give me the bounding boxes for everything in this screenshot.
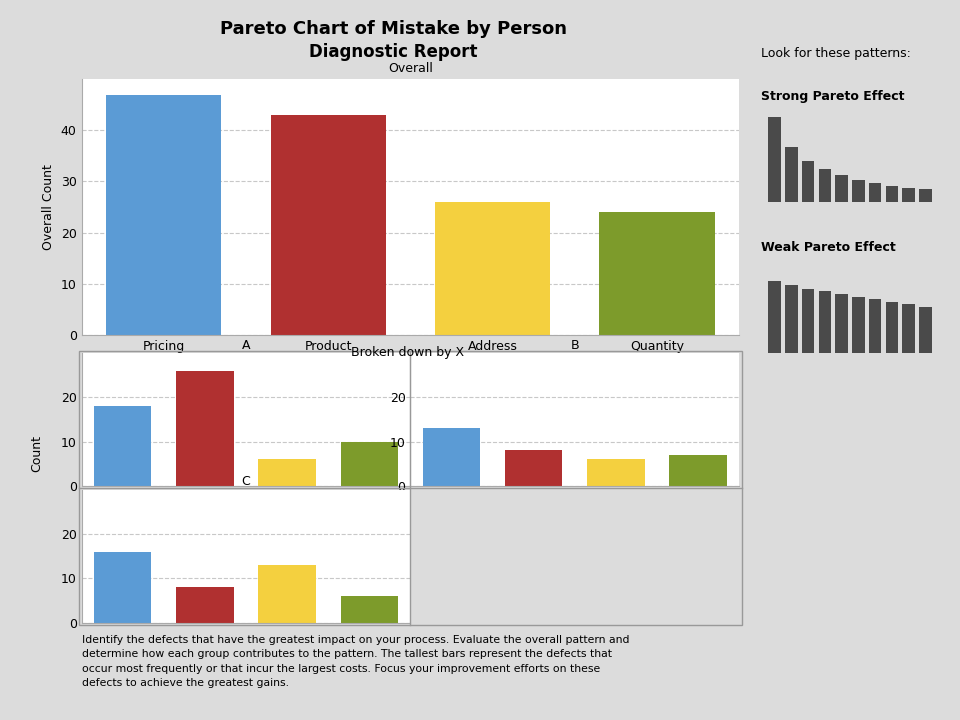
Bar bbox=[94, 552, 152, 623]
Bar bbox=[422, 428, 480, 486]
Bar bbox=[902, 305, 915, 353]
Y-axis label: Overall Count: Overall Count bbox=[42, 164, 56, 250]
Bar bbox=[869, 299, 881, 353]
Bar bbox=[107, 94, 222, 335]
Bar bbox=[819, 292, 831, 353]
Bar bbox=[919, 189, 932, 202]
Bar bbox=[435, 202, 550, 335]
Bar bbox=[835, 294, 848, 353]
Bar bbox=[669, 455, 727, 486]
Bar bbox=[785, 147, 798, 202]
Bar bbox=[341, 596, 398, 623]
Text: Look for these patterns:: Look for these patterns: bbox=[761, 47, 911, 60]
Title: B: B bbox=[570, 338, 579, 351]
Text: Diagnostic Report: Diagnostic Report bbox=[309, 43, 478, 61]
Bar bbox=[886, 186, 899, 202]
Bar bbox=[852, 179, 865, 202]
Bar bbox=[852, 297, 865, 353]
Bar bbox=[505, 451, 563, 486]
Bar bbox=[768, 117, 781, 202]
Title: C: C bbox=[242, 475, 251, 488]
Bar bbox=[94, 406, 152, 486]
Bar bbox=[919, 307, 932, 353]
Bar bbox=[271, 115, 386, 335]
Text: Identify the defects that have the greatest impact on your process. Evaluate the: Identify the defects that have the great… bbox=[82, 635, 629, 688]
Title: A: A bbox=[242, 338, 251, 351]
Bar bbox=[886, 302, 899, 353]
Bar bbox=[176, 588, 233, 623]
Text: Weak Pareto Effect: Weak Pareto Effect bbox=[761, 241, 896, 254]
Text: Strong Pareto Effect: Strong Pareto Effect bbox=[761, 90, 904, 103]
Text: Count: Count bbox=[30, 435, 43, 472]
Bar bbox=[835, 176, 848, 202]
Bar bbox=[258, 565, 316, 623]
Bar bbox=[869, 183, 881, 202]
Bar bbox=[599, 212, 714, 335]
Bar bbox=[802, 161, 814, 202]
Bar bbox=[902, 188, 915, 202]
Title: Overall: Overall bbox=[388, 62, 433, 76]
Bar bbox=[258, 459, 316, 486]
Text: Broken down by X: Broken down by X bbox=[351, 346, 465, 359]
Bar bbox=[588, 459, 645, 486]
Bar bbox=[785, 284, 798, 353]
Bar bbox=[768, 281, 781, 353]
Bar bbox=[802, 289, 814, 353]
Bar bbox=[341, 441, 398, 486]
Bar bbox=[819, 169, 831, 202]
Bar bbox=[176, 371, 233, 486]
Text: Pareto Chart of Mistake by Person: Pareto Chart of Mistake by Person bbox=[220, 20, 567, 38]
